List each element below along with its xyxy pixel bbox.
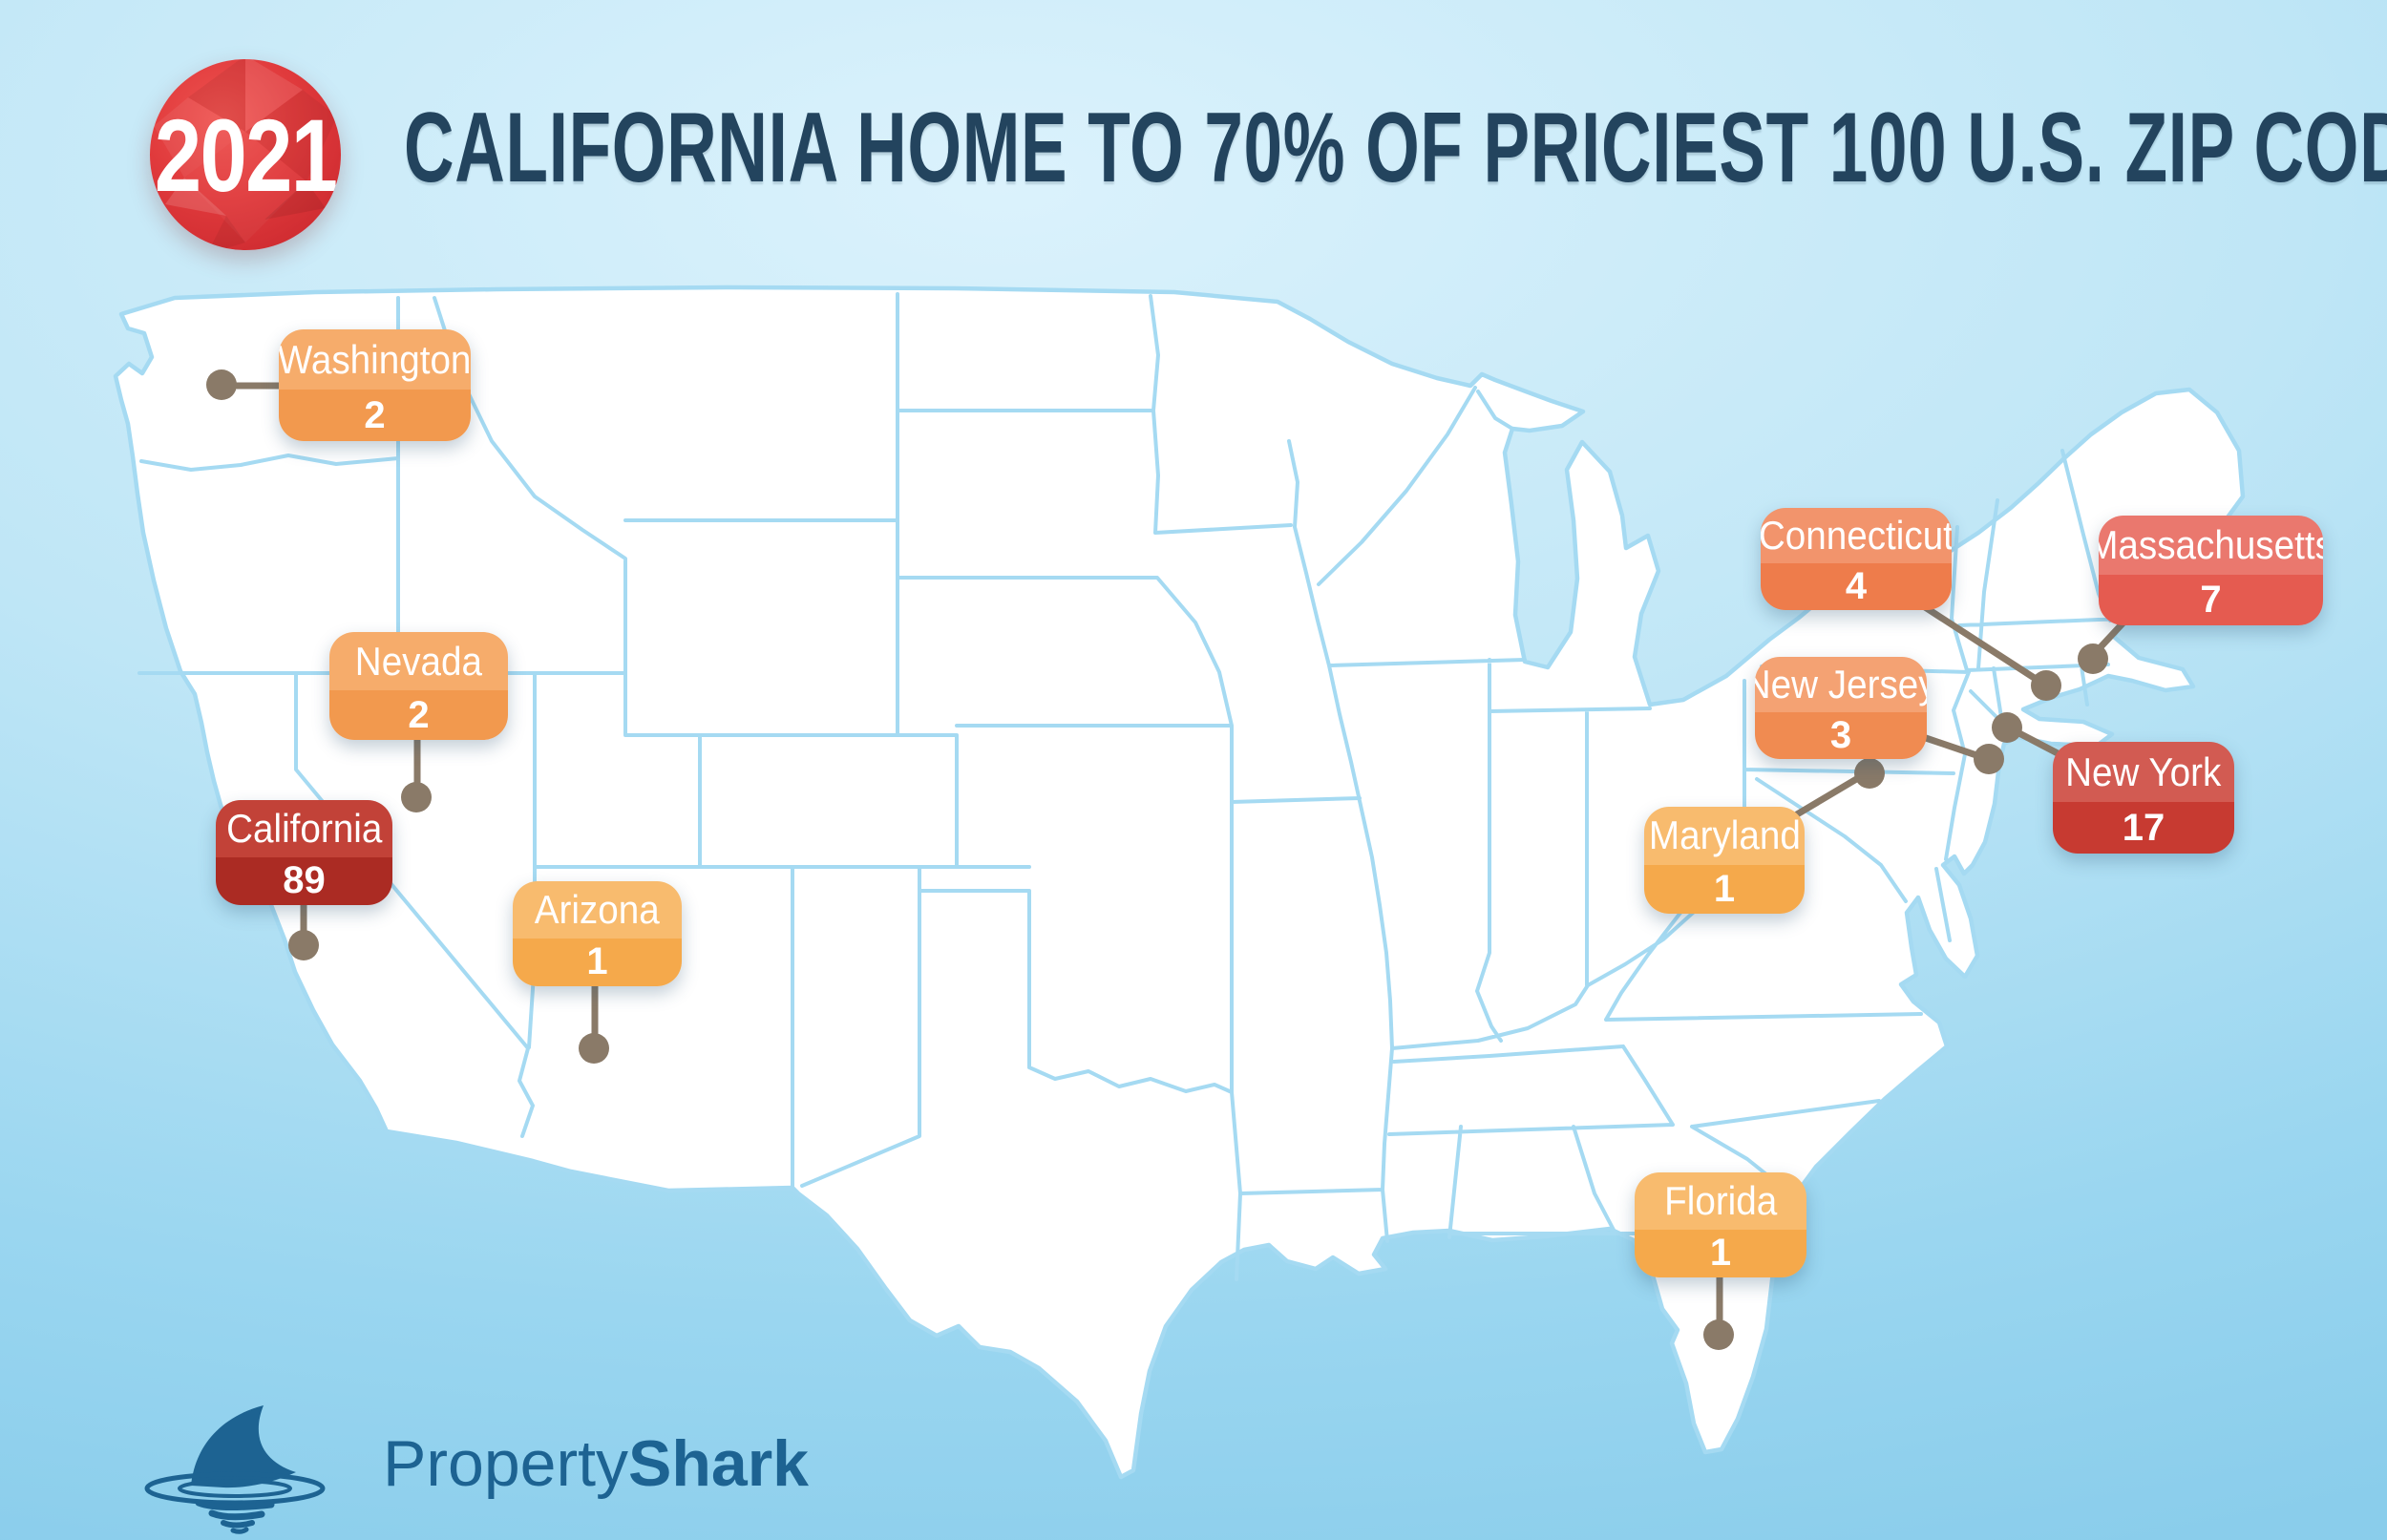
state-label-new-jersey: New Jersey 3	[1755, 657, 1927, 759]
state-dot-florida	[1703, 1319, 1734, 1350]
state-value-band: 1	[513, 938, 682, 986]
state-name-band: California	[216, 800, 392, 857]
logo-wordmark: PropertyShark	[383, 1426, 809, 1501]
logo-text-property: Property	[383, 1427, 628, 1500]
leader-line-massachusetts	[2094, 619, 2127, 654]
shark-fin-icon	[144, 1405, 326, 1534]
leader-line-connecticut	[1915, 600, 2039, 683]
state-label-washington: Washington 2	[279, 329, 471, 441]
state-value-text: 3	[1829, 713, 1852, 756]
state-value-band: 2	[329, 690, 508, 740]
state-dot-washington	[206, 369, 237, 400]
us-landmass	[113, 285, 2246, 1480]
leader-lines-layer	[206, 369, 2127, 1350]
year-badge: 2021	[150, 59, 341, 250]
state-dot-new-jersey	[1974, 744, 2004, 774]
state-value-text: 2	[408, 693, 430, 736]
state-value-band: 1	[1644, 864, 1805, 914]
state-name-text: Nevada	[354, 638, 483, 684]
state-dot-connecticut	[2031, 670, 2061, 701]
state-label-new-york: New York 17	[2053, 742, 2234, 854]
state-name-text: California	[225, 805, 383, 851]
state-label-arizona: Arizona 1	[513, 881, 682, 986]
badge-facets-decoration	[154, 59, 337, 250]
state-label-california: California 89	[216, 800, 392, 905]
state-name-band: Washington	[279, 329, 471, 390]
state-name-band: New Jersey	[1755, 657, 1927, 712]
state-name-band: New York	[2053, 742, 2234, 803]
state-name-text: New Jersey	[1755, 661, 1927, 707]
state-label-florida: Florida 1	[1635, 1172, 1806, 1277]
state-value-text: 89	[283, 859, 326, 902]
state-value-text: 17	[2122, 806, 2165, 849]
state-dot-nevada	[401, 782, 432, 812]
badge-year-text: 2021	[154, 96, 338, 213]
state-name-band: Maryland	[1644, 807, 1805, 865]
state-value-text: 1	[1709, 1232, 1732, 1275]
state-dot-maryland	[1854, 758, 1885, 789]
state-dot-new-york	[1992, 712, 2022, 743]
leader-line-new-york	[2012, 728, 2061, 757]
page-title: CALIFORNIA HOME TO 70% OF PRICIEST 100 U…	[404, 93, 2387, 203]
state-value-text: 2	[364, 393, 386, 436]
state-dot-arizona	[579, 1033, 609, 1064]
state-label-massachusetts: Massachusetts 7	[2099, 516, 2323, 625]
propertyshark-logo: PropertyShark	[141, 1392, 809, 1535]
state-value-band: 17	[2053, 802, 2234, 854]
state-label-nevada: Nevada 2	[329, 632, 508, 740]
leader-line-new-jersey	[1919, 733, 1980, 759]
state-label-connecticut: Connecticut 4	[1761, 508, 1952, 610]
state-dot-massachusetts	[2078, 643, 2108, 674]
state-value-text: 4	[1845, 564, 1868, 607]
state-value-text: 1	[1713, 867, 1736, 910]
state-dot-california	[288, 930, 319, 960]
state-name-band: Connecticut	[1761, 508, 1952, 563]
state-value-band: 1	[1635, 1229, 1806, 1277]
logo-text-shark: Shark	[628, 1427, 809, 1500]
state-name-band: Florida	[1635, 1172, 1806, 1230]
state-name-text: Florida	[1663, 1177, 1778, 1223]
state-name-band: Nevada	[329, 632, 508, 691]
state-name-text: Massachusetts	[2099, 522, 2323, 568]
state-name-text: Connecticut	[1761, 512, 1952, 558]
state-name-band: Massachusetts	[2099, 516, 2323, 576]
state-name-text: New York	[2065, 749, 2222, 794]
leader-line-maryland	[1793, 774, 1862, 818]
state-value-band: 2	[279, 390, 471, 441]
state-name-text: Washington	[279, 336, 471, 382]
state-name-band: Arizona	[513, 881, 682, 939]
state-value-text: 7	[2200, 579, 2222, 622]
state-name-text: Arizona	[534, 886, 661, 932]
state-value-band: 3	[1755, 711, 1927, 759]
state-value-band: 89	[216, 856, 392, 905]
state-value-text: 1	[586, 940, 608, 983]
state-value-band: 7	[2099, 575, 2323, 625]
state-value-band: 4	[1761, 562, 1952, 610]
state-label-maryland: Maryland 1	[1644, 807, 1805, 914]
state-name-text: Maryland	[1648, 812, 1801, 858]
